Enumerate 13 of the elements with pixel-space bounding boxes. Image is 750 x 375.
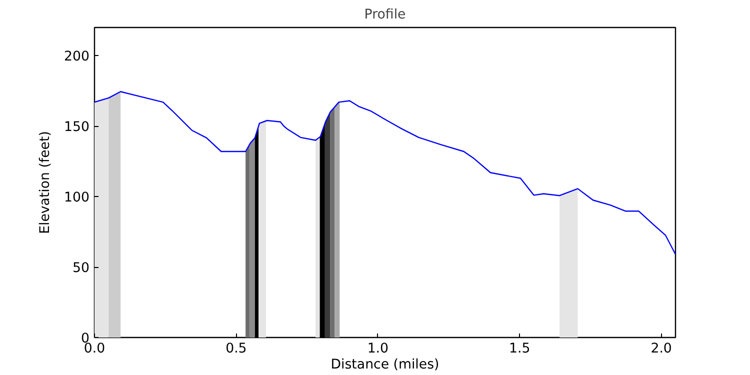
x-tick-label: 0.5 [226, 342, 247, 356]
x-tick-label: 1.5 [509, 342, 530, 356]
y-tick-label: 150 [64, 120, 90, 136]
x-axis-title: Distance (miles) [330, 358, 440, 372]
y-tick-label: 100 [64, 190, 90, 206]
y-axis-title: Elevation (feet) [38, 131, 54, 234]
x-tick-label: 1.0 [367, 342, 389, 356]
x-tick-label: 0.0 [84, 342, 106, 356]
y-tick-label: 200 [64, 50, 90, 65]
chart-title: Profile [364, 8, 406, 22]
x-tick-label: 2.0 [650, 342, 672, 356]
y-tick-label: 50 [72, 261, 90, 276]
line-series [94, 91, 676, 255]
